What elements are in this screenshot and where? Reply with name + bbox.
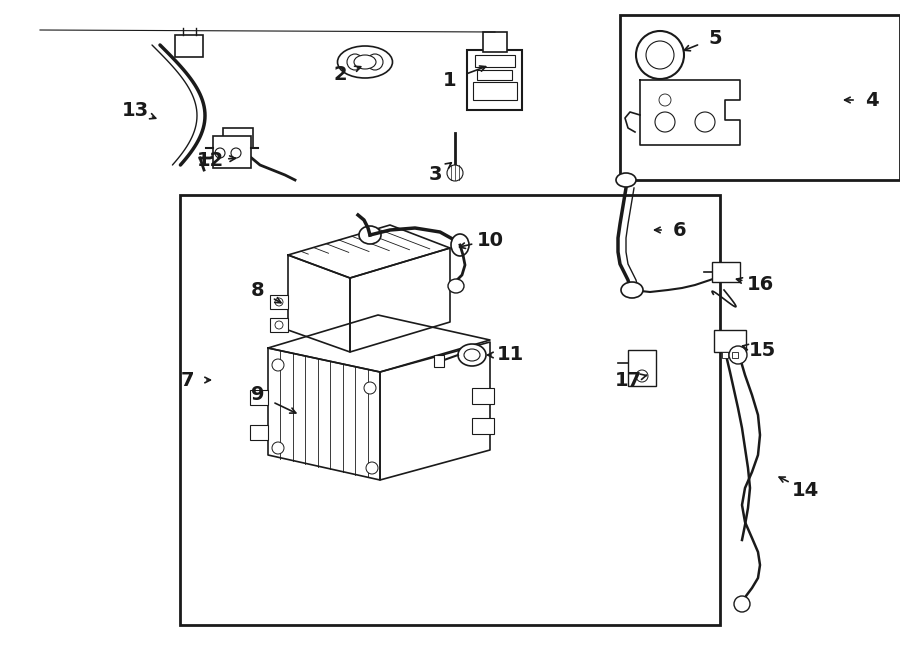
Bar — [213, 136, 251, 168]
Ellipse shape — [338, 46, 392, 78]
Text: 6: 6 — [673, 221, 687, 239]
Circle shape — [367, 54, 383, 70]
Text: 13: 13 — [122, 100, 148, 120]
Circle shape — [734, 596, 750, 612]
Ellipse shape — [464, 349, 480, 361]
Bar — [250, 390, 268, 405]
Circle shape — [659, 94, 671, 106]
Ellipse shape — [621, 282, 643, 298]
Text: 1: 1 — [443, 71, 457, 89]
Circle shape — [272, 359, 284, 371]
Circle shape — [695, 112, 715, 132]
Circle shape — [655, 112, 675, 132]
Text: 16: 16 — [746, 276, 774, 295]
Ellipse shape — [451, 234, 469, 256]
Ellipse shape — [448, 279, 464, 293]
Text: 4: 4 — [865, 91, 878, 110]
Text: 9: 9 — [251, 385, 265, 405]
Text: 2: 2 — [333, 65, 346, 85]
Circle shape — [272, 442, 284, 454]
Bar — [732, 352, 738, 358]
Circle shape — [215, 148, 225, 158]
Text: 7: 7 — [181, 371, 194, 389]
Bar — [620, 15, 900, 180]
Bar — [467, 50, 522, 110]
Text: 3: 3 — [428, 165, 442, 184]
Bar — [722, 352, 728, 358]
Bar — [477, 70, 512, 80]
Bar — [175, 35, 203, 57]
Bar — [434, 355, 444, 367]
Circle shape — [366, 462, 378, 474]
Bar — [223, 128, 253, 148]
Text: 8: 8 — [251, 280, 265, 299]
Text: 14: 14 — [791, 481, 819, 500]
Bar — [270, 295, 288, 309]
Circle shape — [447, 165, 463, 181]
Circle shape — [646, 41, 674, 69]
Text: 15: 15 — [749, 340, 776, 360]
Bar — [472, 388, 494, 404]
Ellipse shape — [359, 226, 381, 244]
Circle shape — [231, 148, 241, 158]
Circle shape — [347, 54, 363, 70]
Ellipse shape — [458, 344, 486, 366]
Circle shape — [275, 298, 283, 306]
Circle shape — [636, 31, 684, 79]
Circle shape — [729, 346, 747, 364]
Circle shape — [275, 321, 283, 329]
Bar — [473, 82, 517, 100]
Ellipse shape — [616, 173, 636, 187]
Ellipse shape — [354, 55, 376, 69]
Text: 12: 12 — [196, 151, 223, 169]
Text: 11: 11 — [497, 346, 524, 364]
Bar — [472, 418, 494, 434]
Bar — [180, 195, 720, 625]
Text: 17: 17 — [615, 371, 642, 389]
Circle shape — [364, 382, 376, 394]
Bar — [270, 318, 288, 332]
Text: 10: 10 — [476, 231, 503, 249]
Bar — [475, 55, 515, 67]
Bar — [712, 262, 740, 282]
Circle shape — [636, 370, 648, 382]
Bar — [714, 330, 746, 352]
Bar — [483, 32, 507, 52]
Bar — [250, 425, 268, 440]
Bar — [628, 350, 656, 386]
Text: 5: 5 — [708, 28, 722, 48]
